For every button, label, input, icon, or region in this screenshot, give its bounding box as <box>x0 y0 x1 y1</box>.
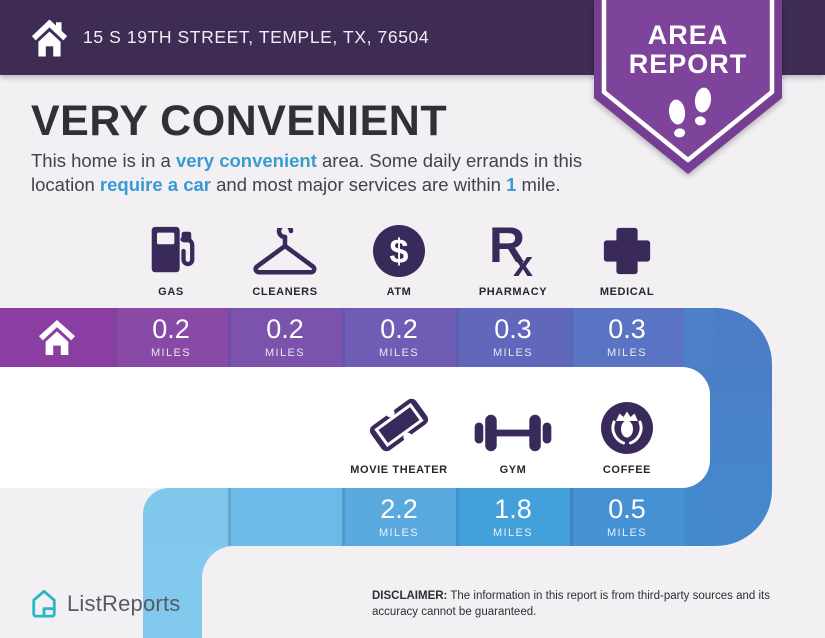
amenity-label: CLEANERS <box>252 286 318 298</box>
desc-accent-one: 1 <box>506 174 517 196</box>
distance-cell-cleaners: 0.2 MILES <box>228 308 342 367</box>
amenity-label: MEDICAL <box>599 286 655 298</box>
band-filler <box>684 308 714 367</box>
distance-cell-gas: 0.2 MILES <box>114 308 228 367</box>
amenity-label: PHARMACY <box>478 286 548 298</box>
distance-value: 2.2 <box>380 493 418 524</box>
badge-title-line1: AREA <box>648 20 729 50</box>
amenity-medical: MEDICAL <box>570 218 684 298</box>
brand-name: ListReports <box>67 590 181 616</box>
footprints-icon <box>668 87 712 138</box>
amenities-panel <box>0 367 710 488</box>
distance-value: 0.2 <box>380 314 418 344</box>
desc-accent-very-convenient: very convenient <box>175 150 317 171</box>
distance-unit: MILES <box>492 526 533 539</box>
distance-unit: MILES <box>150 347 191 359</box>
desc-text: and most major services are within <box>210 174 507 196</box>
distance-cell-gym: 1.8 MILES <box>456 488 570 546</box>
distance-value: 0.5 <box>608 493 646 524</box>
amenity-gym: GYM <box>456 396 570 476</box>
gas-pump-icon <box>151 226 195 273</box>
distance-band-row2: 2.2 MILES 1.8 MILES 0.5 MILES <box>143 488 710 546</box>
amenity-label: GAS <box>158 286 184 298</box>
distance-band-row1: 0.2 MILES 0.2 MILES 0.2 MILES 0.3 MILES … <box>0 308 714 367</box>
siren-icon <box>601 402 653 454</box>
band-lead-cell <box>228 488 342 546</box>
home-icon <box>31 19 68 56</box>
amenity-cleaners: CLEANERS <box>228 218 342 298</box>
distance-cell-atm: 0.2 MILES <box>342 308 456 367</box>
desc-accent-require-a-car: require a car <box>99 174 211 196</box>
svg-text:$: $ <box>390 233 409 271</box>
listreports-house-icon <box>32 589 56 618</box>
distance-cell-coffee: 0.5 MILES <box>570 488 684 546</box>
desc-text: mile. <box>516 174 561 196</box>
home-icon <box>39 319 75 355</box>
desc-text: area. Some daily errands in this locatio… <box>31 150 583 196</box>
distance-unit: MILES <box>264 347 305 359</box>
ticket-icon <box>369 398 429 452</box>
band-lead-cell <box>143 488 228 546</box>
disclaimer-label: DISCLAIMER: <box>372 590 448 602</box>
distance-cell-movie-theater: 2.2 MILES <box>342 488 456 546</box>
amenity-label: COFFEE <box>602 464 652 476</box>
band-inner-corner <box>202 546 234 578</box>
rx-icon: R x <box>489 220 533 278</box>
distance-cell-medical: 0.3 MILES <box>570 308 684 367</box>
svg-text:R: R <box>489 220 525 273</box>
distance-value: 0.3 <box>608 314 646 344</box>
amenity-label: MOVIE THEATER <box>350 464 448 476</box>
distance-cell-pharmacy: 0.3 MILES <box>456 308 570 367</box>
home-cell <box>0 308 114 367</box>
distance-value: 0.3 <box>494 314 532 344</box>
dollar-icon: $ <box>373 225 425 277</box>
distance-unit: MILES <box>606 347 647 359</box>
dumbbell-icon <box>474 414 552 452</box>
amenity-atm: $ ATM <box>342 218 456 298</box>
cross-icon <box>603 227 651 275</box>
distance-value: 0.2 <box>266 314 304 344</box>
listreports-logo: ListReports <box>30 588 180 619</box>
band-filler <box>684 488 710 546</box>
disclaimer: DISCLAIMER: The information in this repo… <box>372 589 800 620</box>
amenity-coffee: COFFEE <box>570 396 684 476</box>
amenity-label: GYM <box>499 464 527 476</box>
amenity-movie-theater: MOVIE THEATER <box>342 396 456 476</box>
hanger-icon <box>253 228 317 275</box>
badge-title-line2: REPORT <box>629 49 748 79</box>
amenity-pharmacy: R x PHARMACY <box>456 218 570 298</box>
svg-text:x: x <box>513 243 533 278</box>
walkability-description: This home is in a very convenient area. … <box>31 149 593 198</box>
area-report-badge: AREA REPORT <box>594 0 782 174</box>
amenity-label: ATM <box>386 286 412 298</box>
walkability-title: VERY CONVENIENT <box>31 97 448 145</box>
distance-unit: MILES <box>378 347 419 359</box>
amenity-gas: GAS <box>114 218 228 298</box>
property-address: 15 S 19TH STREET, TEMPLE, TX, 76504 <box>83 27 430 47</box>
distance-value: 0.2 <box>152 314 190 344</box>
distance-value: 1.8 <box>494 493 532 524</box>
desc-text: This home is in a <box>31 150 176 171</box>
distance-unit: MILES <box>606 526 647 539</box>
disclaimer-text: The information in this report is from t… <box>372 590 770 618</box>
distance-unit: MILES <box>378 526 419 539</box>
distance-unit: MILES <box>492 347 533 359</box>
